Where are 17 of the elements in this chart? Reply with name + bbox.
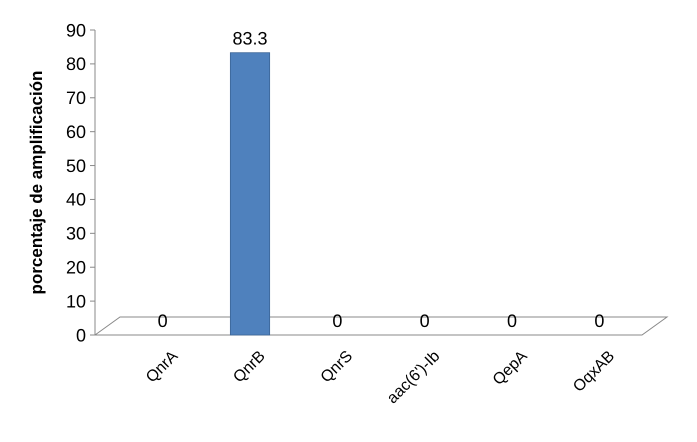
data-label: 0 xyxy=(332,311,342,331)
y-tick-label: 20 xyxy=(66,258,86,278)
y-tick-label: 30 xyxy=(66,224,86,244)
data-label: 0 xyxy=(594,311,604,331)
y-tick-label: 80 xyxy=(66,54,86,74)
y-tick-label: 60 xyxy=(66,122,86,142)
y-tick-label: 70 xyxy=(66,88,86,108)
y-tick-label: 90 xyxy=(66,20,86,40)
data-label: 83.3 xyxy=(232,28,268,49)
y-tick-label: 50 xyxy=(66,156,86,176)
data-label: 0 xyxy=(506,311,517,331)
data-label: 0 xyxy=(420,311,430,331)
data-label: 0 xyxy=(158,311,168,331)
y-tick-label: 0 xyxy=(76,325,86,346)
y-axis-title: porcentaje de amplificación xyxy=(27,70,46,294)
y-tick-label: 10 xyxy=(66,291,86,312)
y-tick-label: 40 xyxy=(66,190,86,210)
